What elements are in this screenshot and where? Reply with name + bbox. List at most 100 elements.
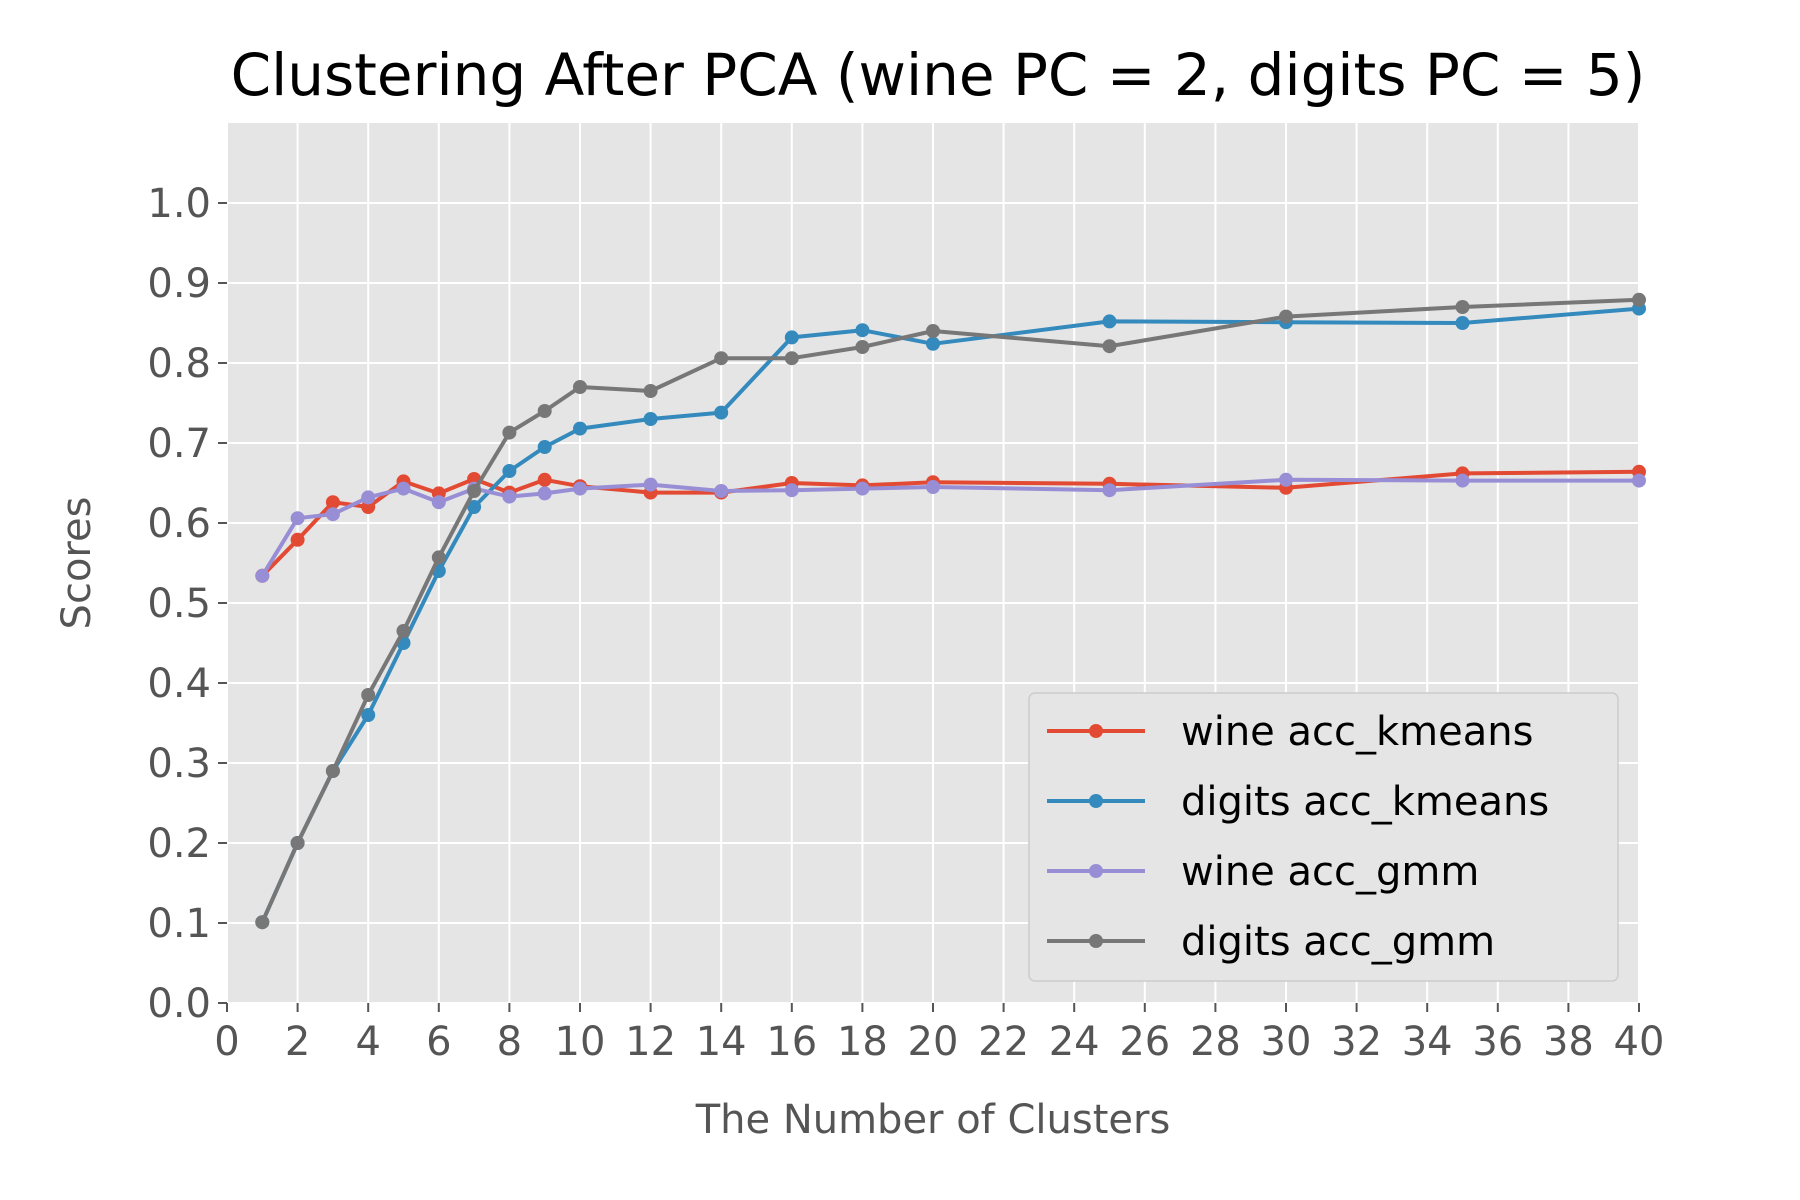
data-point [537,486,552,501]
data-point [784,351,799,366]
data-point [325,764,340,778]
data-point [502,489,517,504]
legend-label-1: digits acc_kmeans [1181,779,1549,825]
x-tick-label: 0 [214,1019,239,1065]
data-point [855,323,870,338]
y-axis-label: Scores [54,497,100,630]
data-point [573,481,587,496]
x-tick-label: 14 [696,1019,747,1065]
y-tick-label: 1.0 [147,181,211,227]
data-point [1455,300,1470,314]
data-point [361,688,376,702]
y-tick-label: 0.9 [147,261,211,307]
series-lines [255,292,1646,930]
x-tick-label: 40 [1614,1019,1665,1065]
data-point [361,708,376,722]
data-point [290,836,305,850]
x-tick-label: 16 [766,1019,817,1065]
data-point [502,425,517,440]
data-point [784,483,799,498]
x-tick-label: 2 [285,1019,310,1065]
x-tick-label: 20 [908,1019,959,1065]
y-tick-label: 0.8 [147,341,211,387]
y-tick-label: 0.4 [147,661,211,707]
data-point [714,351,729,366]
y-tick-label: 0.0 [147,981,211,1027]
x-axis-label: The Number of Clusters [695,1097,1171,1143]
data-point [502,464,517,478]
x-tick-label: 36 [1472,1019,1523,1065]
x-tick-label: 30 [1261,1019,1312,1065]
legend-label-0: wine acc_kmeans [1181,709,1533,755]
data-point [255,915,270,930]
data-point [537,472,552,487]
data-point [361,500,376,514]
data-point [926,336,940,351]
data-point [1632,292,1646,307]
x-tick-label: 34 [1402,1019,1453,1065]
data-point [573,380,587,394]
x-tick-label: 4 [355,1019,380,1065]
data-point [643,477,658,492]
data-point [325,507,340,522]
y-tick-label: 0.5 [147,581,211,627]
data-point [290,511,305,526]
legend-marker-1 [1089,794,1103,808]
x-tick-label: 38 [1543,1019,1594,1065]
data-point [714,405,729,420]
data-point [926,324,940,338]
x-tick-label: 24 [1049,1019,1100,1065]
data-point [784,330,799,345]
x-tick-label: 8 [497,1019,522,1065]
legend-label-2: wine acc_gmm [1181,849,1479,895]
data-point [855,481,870,496]
data-point [537,440,552,454]
data-point [290,532,305,547]
data-point [1455,316,1470,330]
data-point [1279,472,1293,487]
legend-marker-0 [1089,724,1103,738]
x-tick-label: 26 [1119,1019,1170,1065]
y-tick-label: 0.6 [147,501,211,547]
legend-box [1028,692,1619,982]
data-point [1102,339,1117,354]
data-point [431,495,446,510]
data-point [714,484,729,498]
data-point [396,624,411,638]
y-tick-label: 0.1 [147,901,211,947]
data-point [467,500,482,514]
data-point [1102,483,1117,498]
data-point [467,484,482,498]
data-point [325,495,340,510]
x-tick-label: 22 [978,1019,1029,1065]
data-point [926,480,940,494]
data-point [643,412,658,426]
y-tick-label: 0.2 [147,821,211,867]
data-point [643,384,658,398]
x-tick-label: 18 [837,1019,888,1065]
x-tick-label: 28 [1190,1019,1241,1065]
data-point [1279,309,1293,324]
legend-marker-3 [1089,934,1103,948]
x-tick-label: 32 [1331,1019,1382,1065]
y-tick-label: 0.7 [147,421,211,467]
data-point [396,481,411,496]
axis-ticks: 0 2 4 6 8 10 12 14 16 18 20 22 24 26 28 30 32 34 36 38 400.0… [147,181,1664,1065]
data-point [361,490,376,505]
legend-marker-2 [1089,864,1103,878]
y-tick-label: 0.3 [147,741,211,787]
data-point [573,421,587,436]
x-tick-label: 12 [625,1019,676,1065]
data-point [1455,473,1470,488]
x-tick-label: 10 [555,1019,606,1065]
chart-title: Clustering After PCA (wine PC = 2, digit… [231,41,1646,109]
data-point [431,550,446,565]
legend-label-3: digits acc_gmm [1181,919,1495,965]
data-point [1102,314,1117,329]
data-point [1632,473,1646,488]
data-point [537,404,552,418]
data-point [255,568,270,583]
x-tick-label: 6 [426,1019,451,1065]
data-point [855,340,870,354]
